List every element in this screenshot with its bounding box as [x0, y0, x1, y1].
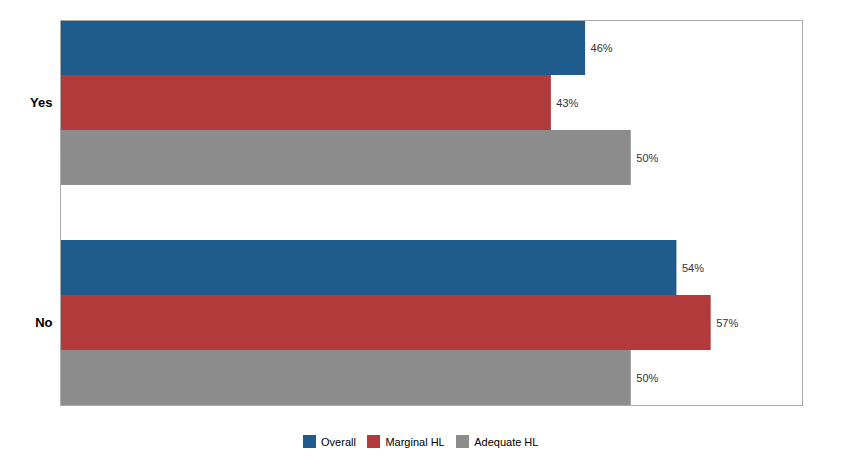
svg-text:Yes: Yes: [30, 95, 52, 110]
svg-text:57%: 57%: [716, 317, 738, 329]
svg-text:No: No: [35, 315, 52, 330]
svg-text:54%: 54%: [682, 262, 704, 274]
html-text:Overall: Overall: [321, 435, 356, 448]
svg-text:50%: 50%: [636, 152, 658, 164]
html-text:Marginal HL: Marginal HL: [385, 435, 445, 448]
html-text:Adequate HL: Adequate HL: [474, 435, 539, 448]
svg-text:43%: 43%: [556, 97, 578, 109]
svg-text:46%: 46%: [591, 42, 613, 54]
svg-text:50%: 50%: [636, 372, 658, 384]
